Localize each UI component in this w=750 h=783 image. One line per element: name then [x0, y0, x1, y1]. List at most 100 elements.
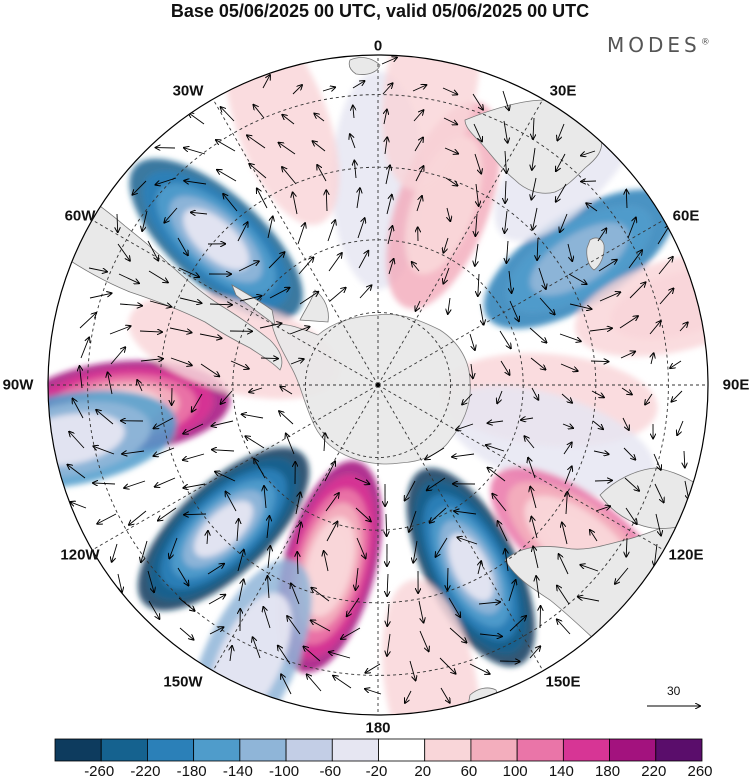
wind-vector: [440, 687, 450, 703]
wind-vector: [307, 674, 322, 692]
wind-vector: [479, 303, 484, 325]
colorbar-swatch: [470, 738, 518, 762]
wind-vector: [562, 424, 573, 428]
wind-vector: [287, 616, 301, 635]
wind-vector: [282, 167, 297, 185]
wind-vector: [93, 483, 116, 484]
wind-vector: [562, 523, 568, 545]
wind-vector: [416, 196, 422, 212]
wind-vector: [282, 115, 295, 125]
wind-vector: [533, 207, 538, 230]
wind-vector: [88, 267, 107, 272]
wind-vector: [533, 547, 539, 569]
wind-vector: [478, 273, 479, 296]
wind-vector: [498, 521, 508, 542]
wind-vector: [409, 510, 417, 532]
wind-vector: [492, 494, 507, 512]
wind-vector: [590, 361, 608, 362]
wind-vector: [322, 87, 335, 91]
wind-vector: [226, 492, 237, 512]
wind-vector: [474, 153, 481, 174]
colorbar-swatch: [285, 738, 333, 762]
wind-vector: [413, 540, 418, 563]
wind-vector: [566, 492, 567, 515]
wind-vector: [221, 390, 233, 404]
wind-vector: [591, 390, 604, 397]
colorbar-tick-label: -140: [222, 763, 253, 780]
wind-vector: [237, 222, 248, 242]
wind-vector: [191, 212, 208, 214]
wind-vector: [405, 690, 412, 703]
wind-vector: [679, 322, 688, 332]
wind-vector: [260, 358, 278, 359]
wind-vector: [581, 150, 596, 156]
colorbar-swatch: [54, 738, 102, 762]
wind-vector: [263, 607, 271, 629]
wind-vector: [221, 107, 235, 122]
wind-vector: [365, 689, 382, 695]
wind-vector: [533, 117, 534, 139]
wind-vector: [268, 252, 284, 269]
wind-vector: [267, 217, 273, 239]
meridian-line: [212, 384, 379, 672]
wind-vector: [97, 513, 117, 524]
wind-vector: [436, 537, 448, 557]
wind-vector: [622, 417, 629, 430]
colorbar-tick-label: -100: [269, 763, 300, 780]
wind-vector: [264, 486, 266, 509]
wind-vector: [529, 327, 546, 343]
wind-vector: [179, 297, 201, 303]
wind-vector: [118, 273, 139, 283]
colorbar-tick-label: -220: [130, 763, 161, 780]
wind-vector: [289, 327, 309, 335]
longitude-label: 120W: [60, 546, 100, 564]
wind-vector: [170, 357, 192, 365]
meridian-line: [212, 98, 379, 386]
wind-vector: [209, 304, 232, 305]
longitude-label: 180: [365, 719, 391, 737]
wind-vector: [148, 600, 159, 619]
wind-vector: [254, 459, 266, 479]
wind-vector: [217, 170, 237, 182]
wind-vector: [382, 83, 393, 95]
wind-vector: [183, 423, 204, 434]
anomaly-center: [382, 55, 481, 191]
longitude-label: 60W: [64, 207, 96, 225]
brand-logo: MODES®: [607, 33, 710, 57]
anomaly-center: [386, 101, 501, 309]
colorbar-tick-label: 100: [502, 763, 528, 780]
wind-vector: [427, 477, 446, 490]
wind-vector: [445, 177, 457, 186]
wind-vector: [247, 135, 266, 149]
wind-vector: [184, 514, 207, 515]
colorbar-labels: -260 -220 -180 -140 -100 -60 -20 20 60 100 140 180 2…: [0, 763, 750, 783]
wind-vector: [249, 387, 263, 392]
wind-vector: [475, 243, 478, 266]
wind-vector: [560, 363, 578, 371]
wind-vector: [89, 293, 111, 299]
wind-vector: [212, 450, 235, 451]
wind-vector: [267, 516, 269, 539]
wind-vector: [297, 552, 298, 575]
wind-vector: [532, 147, 535, 170]
wind-vector: [73, 399, 84, 419]
wind-vector: [626, 537, 627, 557]
colorbar: [54, 738, 703, 762]
wind-vector: [521, 418, 534, 420]
wind-vector: [357, 218, 365, 239]
wind-vector: [624, 477, 639, 491]
wind-vector: [387, 573, 388, 596]
brand-name: MODES: [607, 33, 701, 57]
wind-vector: [590, 530, 598, 542]
wind-vector: [419, 630, 429, 651]
wind-vector: [629, 282, 645, 299]
meridian-line: [377, 384, 544, 672]
wind-vector: [657, 225, 670, 245]
wind-vector: [230, 360, 249, 369]
wind-vector: [303, 647, 321, 662]
colorbar-tick-label: -260: [84, 763, 115, 780]
wind-vector: [140, 359, 163, 361]
wind-vector: [295, 492, 300, 515]
wind-vector: [623, 447, 635, 460]
meridian-line: [377, 219, 665, 386]
